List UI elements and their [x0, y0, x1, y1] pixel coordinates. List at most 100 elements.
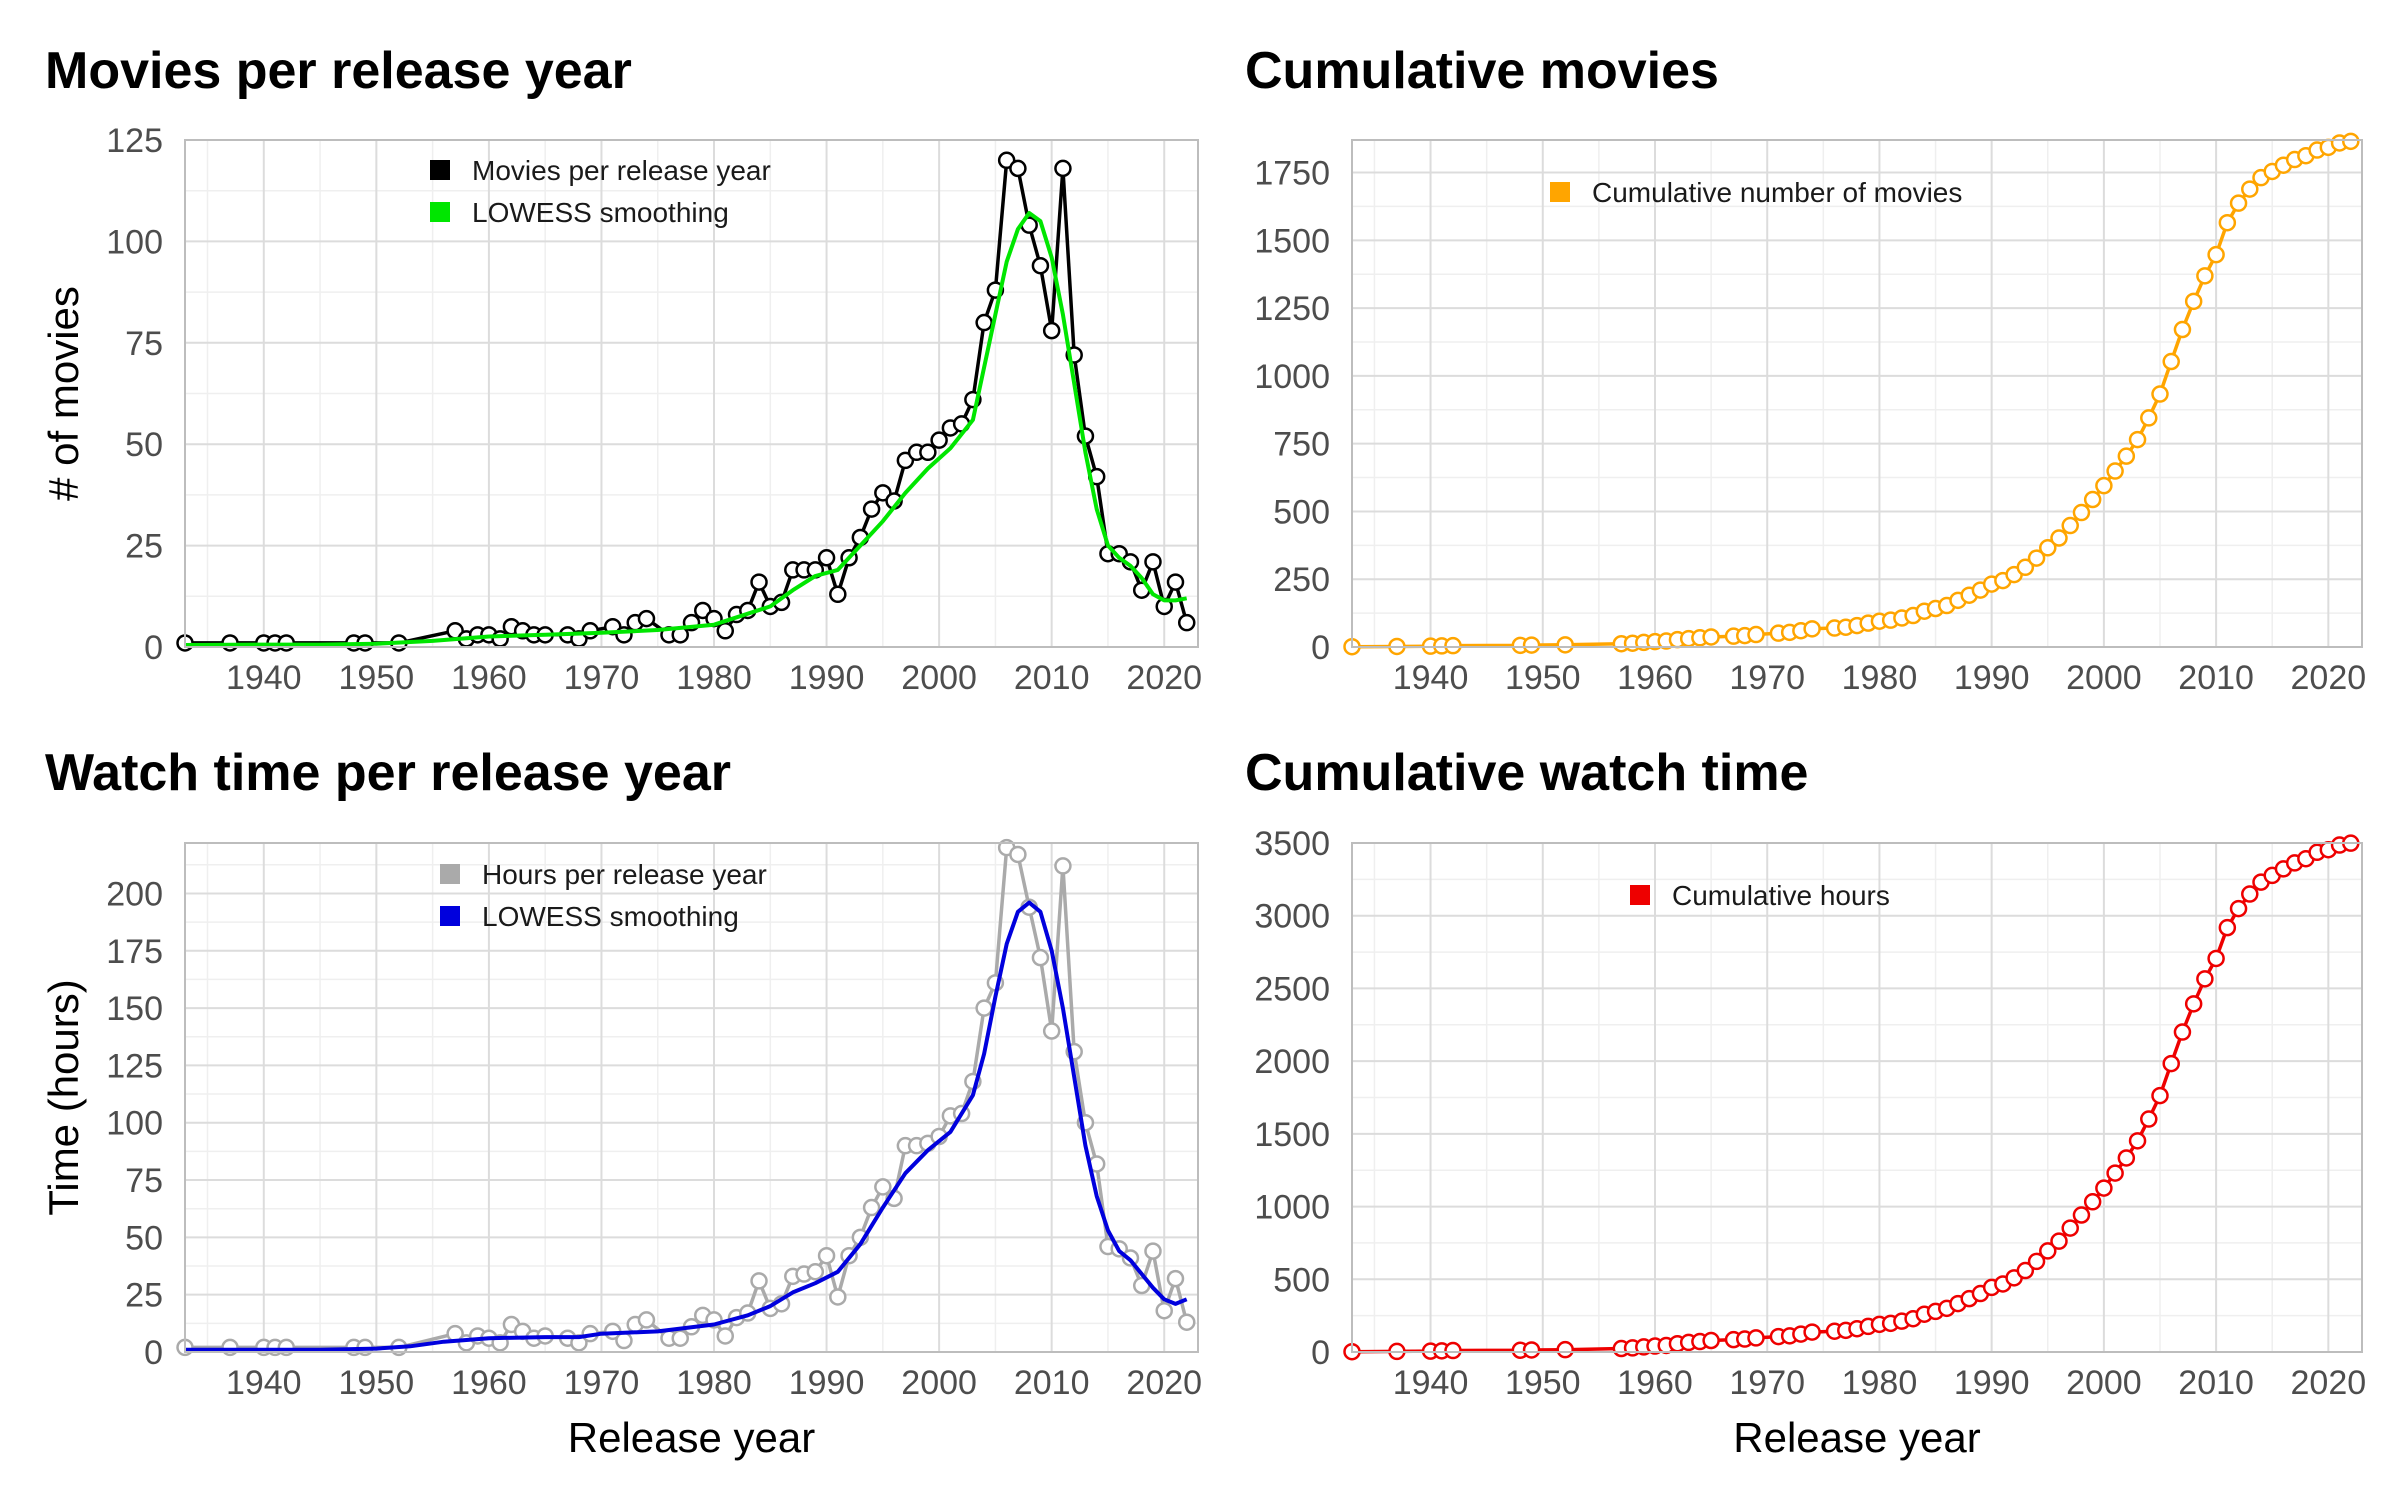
data-point	[919, 443, 937, 462]
legend-swatch	[1630, 885, 1650, 905]
data-point	[1444, 636, 1462, 655]
data-point	[1144, 553, 1162, 571]
data-point	[2342, 132, 2360, 151]
data-point	[2050, 1232, 2068, 1250]
y-tick-label: 125	[106, 122, 163, 160]
y-tick-label: 50	[125, 426, 163, 464]
legend-label: LOWESS smoothing	[482, 901, 739, 932]
y-tick-label: 3500	[1254, 825, 1330, 863]
data-point	[2196, 970, 2214, 988]
x-tick-label: 1970	[564, 659, 640, 697]
plot-border	[1351, 842, 2363, 1353]
x-tick-label: 2010	[1014, 659, 1090, 697]
major-grid	[185, 139, 1198, 648]
data-point	[1177, 1313, 1196, 1331]
y-tick-label: 125	[106, 1047, 163, 1085]
series-2	[185, 900, 1188, 1352]
x-tick-label: 1940	[226, 1364, 302, 1402]
major-grid	[1352, 140, 2362, 648]
plot-border	[184, 139, 1199, 648]
x-tick-label: 1990	[789, 1364, 865, 1402]
data-point	[2072, 503, 2091, 522]
data-point	[2162, 1054, 2180, 1073]
data-point	[2027, 549, 2046, 567]
data-point	[2241, 885, 2259, 903]
panel-cumulative-watch-time: Cumulative watch time 1940 1950 1960 1970 198…	[1245, 744, 2366, 1461]
data-point	[1803, 1323, 1821, 1341]
y-tick-label: 175	[106, 933, 163, 971]
data-point	[2106, 1164, 2124, 1182]
data-point	[2117, 447, 2136, 465]
y-tick-label: 75	[125, 325, 163, 363]
data-point	[2218, 918, 2237, 937]
plot-area	[185, 843, 1198, 1352]
y-tick-label: 0	[144, 629, 163, 667]
x-tick-label: 1990	[1954, 659, 2030, 697]
legend-swatch	[440, 906, 460, 926]
legend-swatch	[440, 864, 460, 884]
x-tick-label: 2020	[2291, 1364, 2367, 1402]
y-tick-label: 0	[1311, 1334, 1330, 1372]
y-tick-label: 1500	[1254, 1116, 1330, 1154]
legend: Cumulative number of movies	[1550, 177, 1962, 208]
x-tick-label: 1940	[226, 659, 302, 697]
data-point	[1031, 948, 1050, 967]
data-point	[2151, 1086, 2169, 1105]
y-tick-label: 2500	[1254, 970, 1330, 1008]
data-point	[1155, 1301, 1173, 1320]
x-tick-label: 1960	[1617, 1364, 1693, 1402]
data-point	[581, 622, 599, 640]
y-tick-label: 200	[106, 875, 163, 913]
data-point	[1803, 620, 1821, 638]
x-tick-label: 2000	[2066, 1364, 2142, 1402]
data-point	[1009, 845, 1027, 864]
data-point	[862, 500, 881, 518]
data-point	[1747, 1329, 1765, 1347]
data-point	[2184, 292, 2203, 311]
data-point	[2039, 539, 2057, 557]
x-tick-label: 2000	[901, 659, 977, 697]
x-axis-label: Release year	[568, 1414, 815, 1461]
x-tick-label: 2010	[1014, 1364, 1090, 1402]
data-point	[806, 1263, 825, 1281]
x-tick-label: 1960	[451, 659, 527, 697]
data-point	[2117, 1149, 2136, 1167]
x-tick-label: 1990	[1954, 1364, 2030, 1402]
x-tick-label: 2010	[2178, 1364, 2254, 1402]
data-point	[1702, 628, 1720, 646]
x-tick-label: 1940	[1393, 659, 1469, 697]
data-point	[1144, 1242, 1162, 1260]
legend-swatch	[430, 202, 450, 222]
data-point	[1747, 625, 1765, 644]
data-point	[1556, 636, 1574, 654]
data-point	[2140, 409, 2158, 427]
data-point	[615, 1331, 633, 1350]
data-point	[2229, 194, 2248, 212]
data-point	[1444, 1341, 1462, 1360]
x-tick-label: 1980	[1842, 659, 1918, 697]
data-point	[829, 585, 847, 604]
data-point	[2207, 949, 2225, 968]
y-tick-label: 100	[106, 223, 163, 261]
data-point	[1556, 1340, 1574, 1359]
x-tick-label: 1970	[1729, 1364, 1805, 1402]
x-tick-label: 1980	[676, 659, 752, 697]
legend-swatch	[1550, 182, 1570, 202]
data-point	[2095, 1179, 2113, 1197]
data-point	[2095, 476, 2113, 495]
smoothing-line	[185, 900, 1188, 1352]
legend-label: Hours per release year	[482, 859, 767, 890]
data-point	[2083, 1193, 2102, 1211]
data-point	[750, 573, 768, 591]
data-point	[2027, 1252, 2046, 1271]
data-point	[2140, 1110, 2158, 1128]
data-point	[2162, 352, 2180, 371]
data-point	[2072, 1206, 2091, 1224]
plot-area	[1352, 140, 2362, 647]
y-tick-label: 1750	[1254, 155, 1330, 193]
x-tick-label: 2020	[2291, 659, 2367, 697]
data-point	[817, 549, 836, 567]
smoothing-line	[184, 211, 1188, 647]
legend: Hours per release year LOWESS smoothing	[440, 859, 767, 932]
data-point	[975, 313, 993, 332]
